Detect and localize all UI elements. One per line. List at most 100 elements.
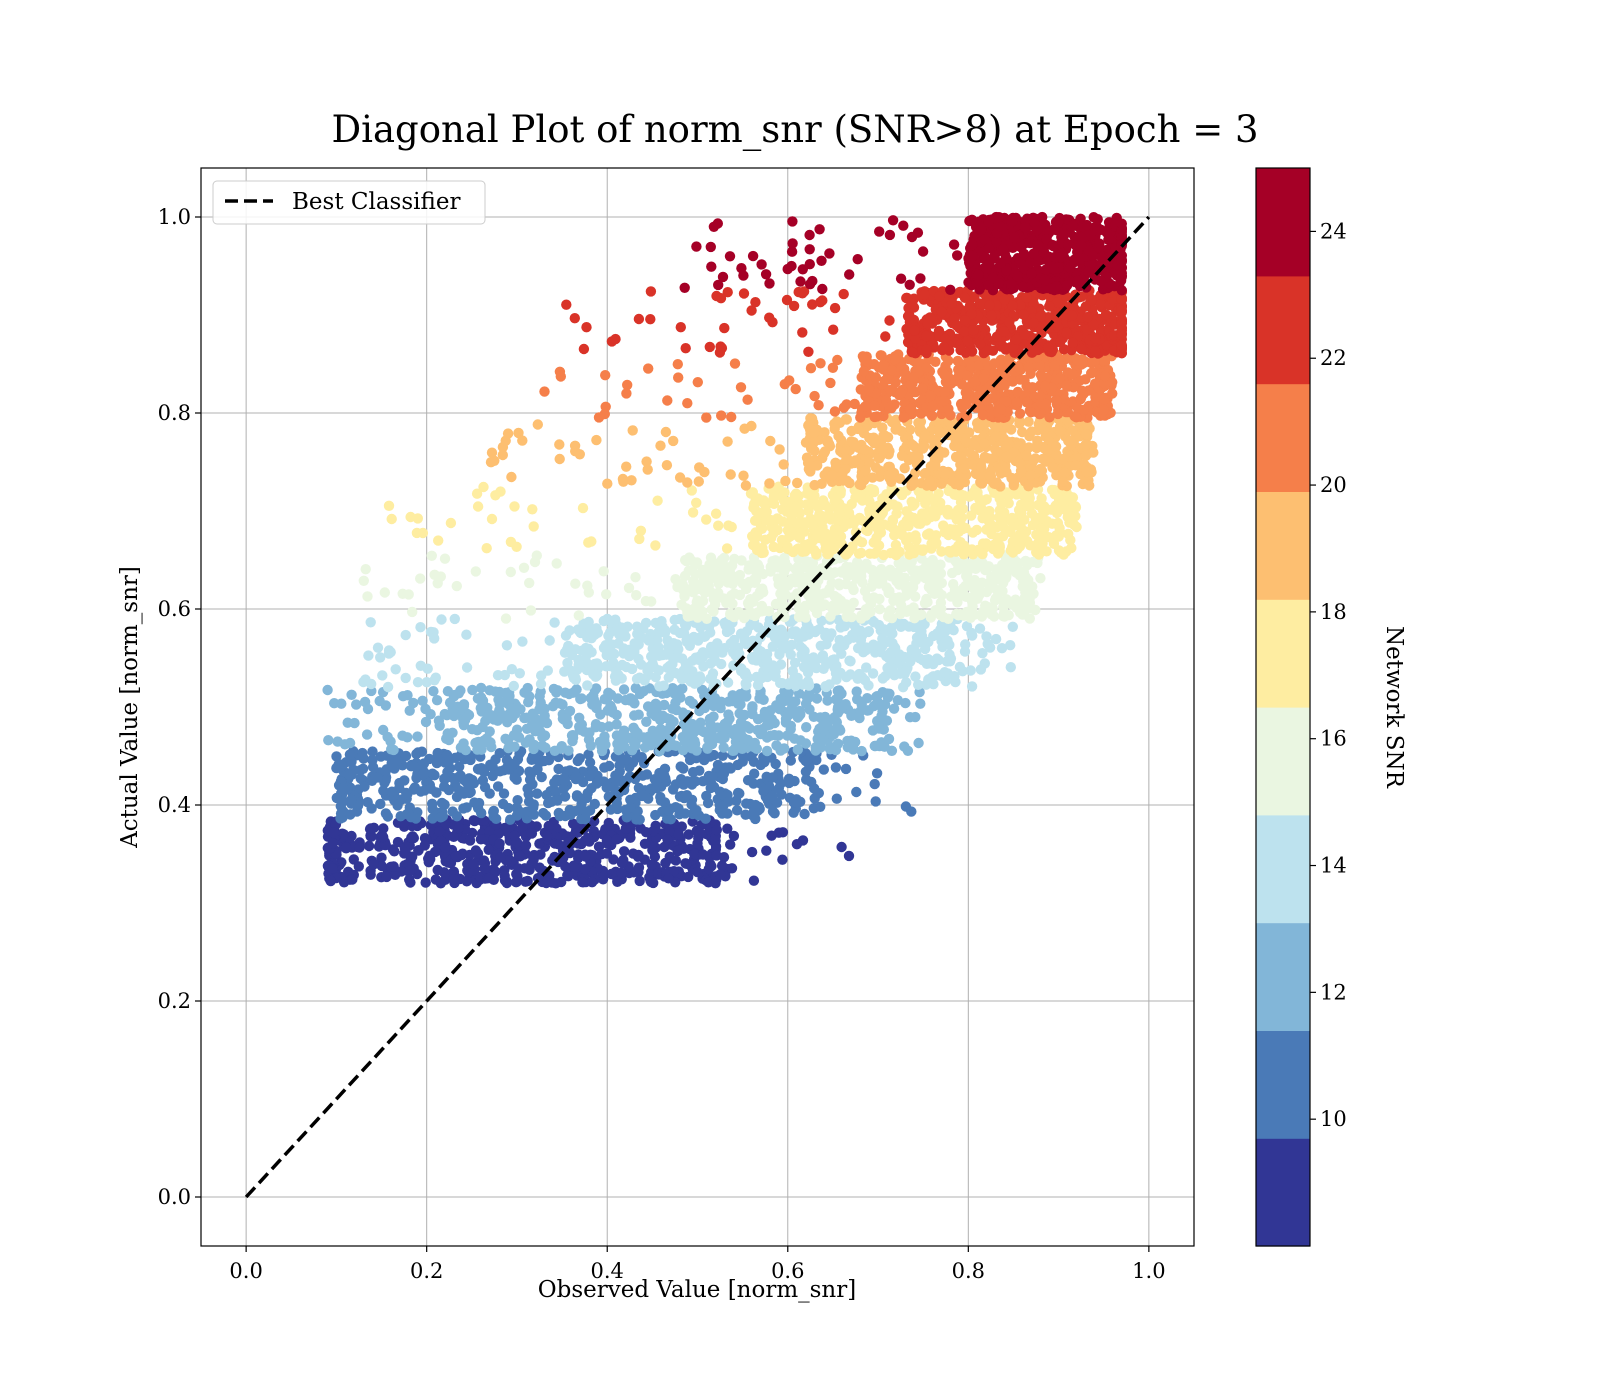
- scatter-point: [809, 390, 820, 402]
- scatter-point: [886, 364, 898, 376]
- scatter-point: [422, 663, 433, 674]
- scatter-point: [490, 490, 501, 501]
- scatter-point: [518, 562, 530, 573]
- scatter-point: [528, 521, 539, 532]
- scatter-point: [758, 786, 769, 797]
- scatter-point: [399, 775, 410, 786]
- scatter-point: [838, 475, 849, 486]
- scatter-points: [322, 211, 1128, 889]
- scatter-point: [598, 566, 609, 577]
- scatter-point: [827, 470, 838, 481]
- scatter-point: [508, 730, 520, 741]
- scatter-point: [811, 607, 823, 619]
- scatter-band-1: [322, 814, 855, 889]
- scatter-point: [767, 772, 778, 783]
- scatter-point: [564, 804, 575, 816]
- scatter-point: [749, 737, 760, 749]
- scatter-point: [503, 742, 514, 754]
- scatter-point: [617, 473, 629, 485]
- scatter-point: [977, 548, 988, 560]
- scatter-point: [612, 803, 623, 815]
- scatter-point: [840, 578, 852, 590]
- scatter-point: [1034, 360, 1046, 371]
- scatter-point: [538, 807, 549, 819]
- scatter-point: [755, 728, 766, 740]
- scatter-point: [611, 709, 622, 721]
- scatter-point: [997, 577, 1009, 588]
- scatter-point: [612, 739, 624, 750]
- scatter-point: [1107, 388, 1118, 399]
- scatter-point: [780, 475, 791, 487]
- scatter-point: [663, 805, 675, 816]
- scatter-point: [1006, 472, 1017, 484]
- scatter-point: [861, 662, 872, 673]
- scatter-point: [981, 395, 993, 406]
- scatter-point: [553, 763, 564, 775]
- scatter-point: [627, 425, 638, 436]
- scatter-point: [1065, 435, 1076, 446]
- scatter-point: [507, 712, 518, 724]
- scatter-point: [672, 652, 684, 663]
- scatter-point: [429, 770, 440, 781]
- scatter-point: [724, 762, 735, 773]
- scatter-point: [375, 751, 387, 762]
- scatter-point: [799, 517, 810, 528]
- scatter-point: [527, 779, 538, 790]
- scatter-point: [846, 735, 857, 746]
- scatter-point: [1065, 534, 1076, 546]
- scatter-point: [884, 606, 895, 617]
- scatter-point: [702, 797, 714, 809]
- scatter-point: [328, 827, 340, 839]
- scatter-point: [834, 641, 846, 652]
- scatter-point: [860, 465, 871, 476]
- scatter-point: [989, 572, 1000, 584]
- scatter-point: [873, 721, 884, 732]
- scatter-point: [397, 691, 409, 702]
- scatter-point: [870, 462, 882, 473]
- scatter-point: [667, 683, 678, 694]
- scatter-point: [415, 573, 426, 584]
- scatter-point: [367, 771, 378, 782]
- scatter-point: [523, 697, 534, 708]
- scatter-point: [723, 796, 734, 807]
- scatter-point: [549, 617, 560, 628]
- scatter-point: [628, 737, 640, 748]
- scatter-point: [843, 850, 855, 862]
- scatter-point: [483, 872, 495, 884]
- scatter-point: [426, 550, 437, 561]
- scatter-point: [383, 500, 395, 511]
- scatter-point: [1055, 426, 1066, 437]
- scatter-point: [727, 598, 738, 609]
- plot-area: 0.0 0.2 0.4 0.6 0.8 1.0 0.00.20.40.60.81.0: [158, 167, 1195, 1283]
- scatter-point: [722, 823, 733, 834]
- scatter-point: [891, 422, 902, 434]
- scatter-point: [1026, 382, 1038, 393]
- scatter-point: [515, 851, 526, 862]
- scatter-point: [735, 699, 746, 710]
- scatter-point: [547, 701, 559, 712]
- scatter-point: [905, 656, 916, 667]
- scatter-point: [366, 831, 377, 842]
- scatter-point: [928, 505, 939, 516]
- scatter-point: [354, 842, 365, 853]
- scatter-point: [844, 518, 855, 529]
- scatter-point: [722, 436, 733, 447]
- scatter-point: [1070, 460, 1081, 471]
- scatter-point: [947, 567, 958, 579]
- scatter-point: [505, 814, 516, 825]
- scatter-point: [1080, 374, 1091, 385]
- scatter-point: [898, 412, 909, 423]
- scatter-point: [694, 827, 705, 838]
- scatter-point: [729, 588, 740, 599]
- scatter-point: [956, 512, 968, 523]
- scatter-point: [570, 578, 581, 589]
- scatter-point: [494, 686, 505, 698]
- scatter-point: [783, 777, 795, 789]
- scatter-point: [463, 709, 475, 721]
- scatter-point: [484, 826, 495, 837]
- scatter-point: [509, 772, 520, 783]
- scatter-point: [904, 511, 915, 522]
- scatter-point: [981, 563, 992, 574]
- scatter-point: [569, 861, 580, 872]
- scatter-point: [728, 830, 740, 842]
